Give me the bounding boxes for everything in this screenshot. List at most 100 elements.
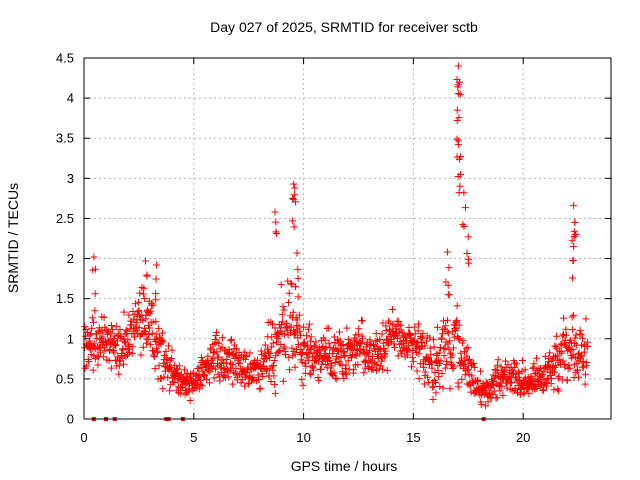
data-point: [359, 335, 367, 343]
data-point: [230, 368, 238, 376]
data-point: [263, 345, 271, 353]
data-point: [584, 342, 592, 350]
data-point: [164, 373, 172, 381]
data-point: [139, 316, 147, 324]
data-point: [302, 332, 310, 340]
data-point: [218, 334, 226, 342]
data-point: [228, 361, 236, 369]
data-point: [388, 305, 396, 313]
data-point: [460, 222, 468, 230]
x-tick-label: 15: [406, 430, 420, 445]
data-point: [131, 300, 139, 308]
data-point: [581, 380, 589, 388]
y-tick-label: 2.5: [56, 211, 74, 226]
data-point: [147, 307, 155, 315]
data-point: [551, 353, 559, 361]
data-point: [120, 308, 128, 316]
data-point: [167, 355, 175, 363]
data-point: [549, 368, 557, 376]
data-point: [343, 324, 351, 332]
data-point: [431, 378, 439, 386]
data-point: [572, 230, 580, 238]
data-point: [369, 365, 377, 373]
data-point: [370, 342, 378, 350]
data-point: [269, 366, 277, 374]
data-point: [241, 382, 249, 390]
data-point: [332, 374, 340, 382]
data-point: [279, 318, 287, 326]
data-point: [120, 352, 128, 360]
data-point: [170, 379, 178, 387]
data-point: [155, 324, 163, 332]
data-point: [128, 349, 136, 357]
data-point: [146, 324, 154, 332]
data-point: [555, 387, 563, 395]
data-point: [89, 318, 97, 326]
data-point: [200, 371, 208, 379]
data-point: [441, 344, 449, 352]
data-point: [212, 328, 220, 336]
data-point: [268, 333, 276, 341]
data-point: [558, 349, 566, 357]
data-point: [538, 371, 546, 379]
data-point: [227, 337, 235, 345]
data-point: [533, 354, 541, 362]
data-point: [375, 345, 383, 353]
data-point: [553, 332, 561, 340]
data-point: [441, 364, 449, 372]
data-point: [223, 368, 231, 376]
data-point: [120, 360, 128, 368]
data-point: [465, 355, 473, 363]
data-point: [557, 341, 565, 349]
data-point: [552, 362, 560, 370]
data-point: [81, 323, 89, 331]
data-point: [570, 202, 578, 210]
data-point: [577, 331, 585, 339]
data-point: [382, 347, 390, 355]
data-point: [360, 369, 368, 377]
data-point: [463, 249, 471, 257]
data-point: [285, 289, 293, 297]
data-point: [145, 330, 153, 338]
data-point: [339, 370, 347, 378]
data-point: [497, 363, 505, 371]
data-point: [335, 328, 343, 336]
y-tick-label: 3: [67, 171, 74, 186]
data-point: [442, 322, 450, 330]
data-point: [456, 90, 464, 98]
data-point: [152, 290, 160, 298]
data-point: [464, 255, 472, 263]
data-point: [291, 191, 299, 199]
data-point: [242, 352, 250, 360]
data-point: [426, 334, 434, 342]
data-point: [555, 372, 563, 380]
data-point: [139, 343, 147, 351]
data-point: [317, 365, 325, 373]
y-tick-label: 3.5: [56, 131, 74, 146]
data-point: [85, 357, 93, 365]
data-point: [154, 347, 162, 355]
data-point: [201, 371, 209, 379]
data-point: [455, 335, 463, 343]
data-point: [279, 303, 287, 311]
y-tick-label: 2: [67, 251, 74, 266]
data-point: [328, 370, 336, 378]
data-point: [420, 380, 428, 388]
data-point: [489, 390, 497, 398]
data-point: [421, 342, 429, 350]
data-point: [439, 317, 447, 325]
data-point: [494, 356, 502, 364]
data-point: [90, 253, 98, 261]
data-point: [330, 369, 338, 377]
data-point: [302, 362, 310, 370]
data-point: [340, 348, 348, 356]
data-point: [454, 62, 462, 70]
gridlines: [84, 58, 611, 419]
data-point: [311, 343, 319, 351]
data-point: [560, 314, 568, 322]
data-point: [255, 376, 263, 384]
data-point: [456, 171, 464, 179]
data-point: [293, 249, 301, 257]
data-point: [131, 333, 139, 341]
